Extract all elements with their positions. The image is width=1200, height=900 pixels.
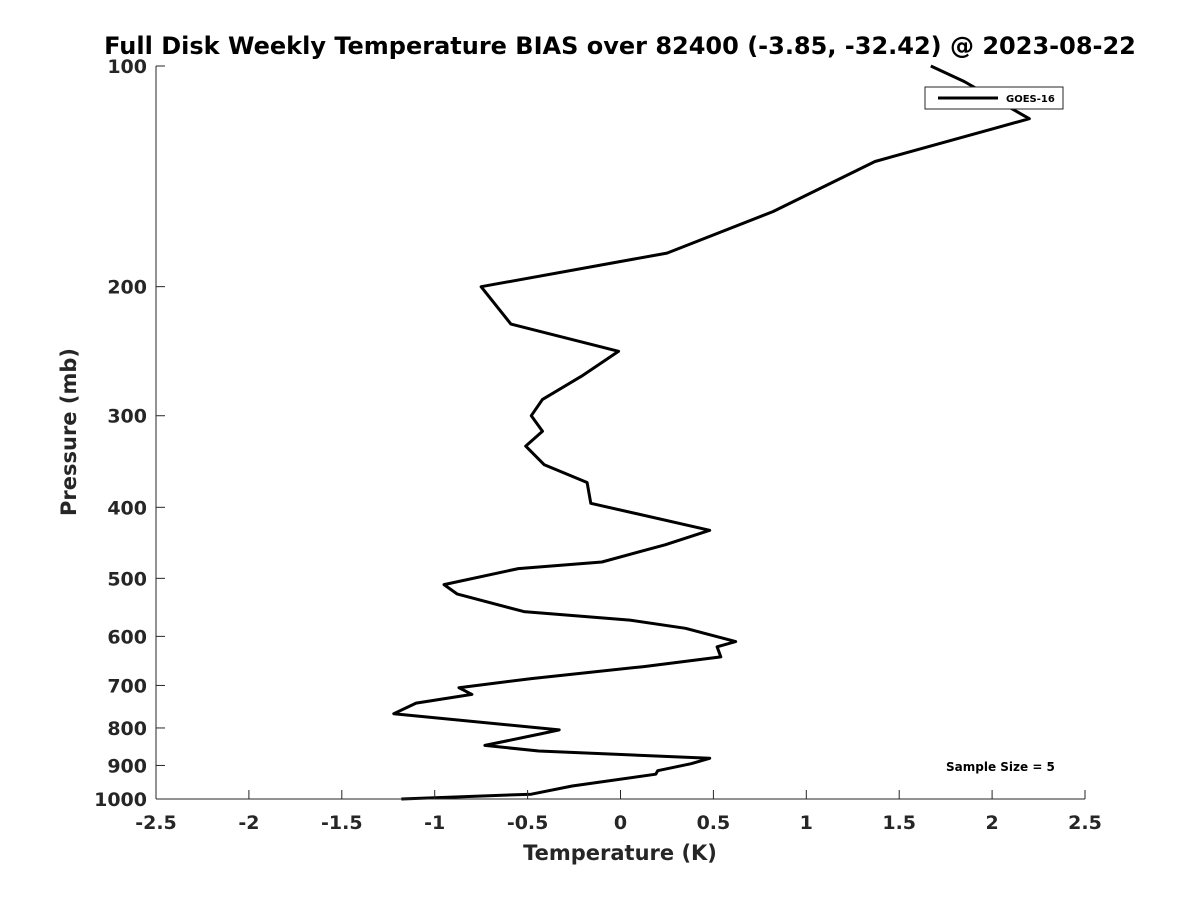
y-tick-label: 600 [107, 626, 147, 648]
x-tick-label: -1.5 [321, 812, 363, 834]
x-axis-label: Temperature (K) [523, 841, 717, 865]
x-tick-label: 0.5 [697, 812, 731, 834]
y-tick-label: 700 [107, 675, 147, 697]
y-tick-label: 300 [107, 406, 147, 428]
chart-title: Full Disk Weekly Temperature BIAS over 8… [104, 32, 1136, 60]
sample-size-annotation: Sample Size = 5 [946, 760, 1055, 774]
x-tick-label: 1 [800, 812, 813, 834]
y-tick-label: 200 [107, 277, 147, 299]
x-tick-label: 0 [614, 812, 627, 834]
y-axis-ticks: 100 200 300 400 500 600 700 800 900 1000 [94, 56, 165, 811]
y-tick-label: 1000 [94, 789, 147, 811]
x-tick-label: -2 [238, 812, 259, 834]
y-tick-label: 100 [107, 56, 147, 78]
x-axis-ticks: -2.5 -2 -1.5 -1 -0.5 0 0.5 1 1.5 2 2.5 [135, 790, 1102, 834]
x-tick-label: 1.5 [882, 812, 916, 834]
x-tick-label: -1 [424, 812, 445, 834]
legend: GOES-16 [924, 86, 1064, 110]
x-tick-label: 2.5 [1068, 812, 1102, 834]
y-tick-label: 400 [107, 497, 147, 519]
legend-label-goes-16: GOES-16 [1006, 94, 1055, 105]
x-tick-label: -0.5 [507, 812, 549, 834]
series-line-goes-16 [392, 64, 1031, 801]
x-tick-label: 2 [985, 812, 998, 834]
series-layer [392, 64, 1031, 801]
y-tick-label: 800 [107, 718, 147, 740]
y-tick-label: 900 [107, 755, 147, 777]
y-tick-label: 500 [107, 568, 147, 590]
plot-background [156, 66, 1085, 799]
plot-area [155, 64, 1085, 801]
y-axis-label: Pressure (mb) [57, 348, 81, 516]
x-tick-label: -2.5 [135, 812, 177, 834]
